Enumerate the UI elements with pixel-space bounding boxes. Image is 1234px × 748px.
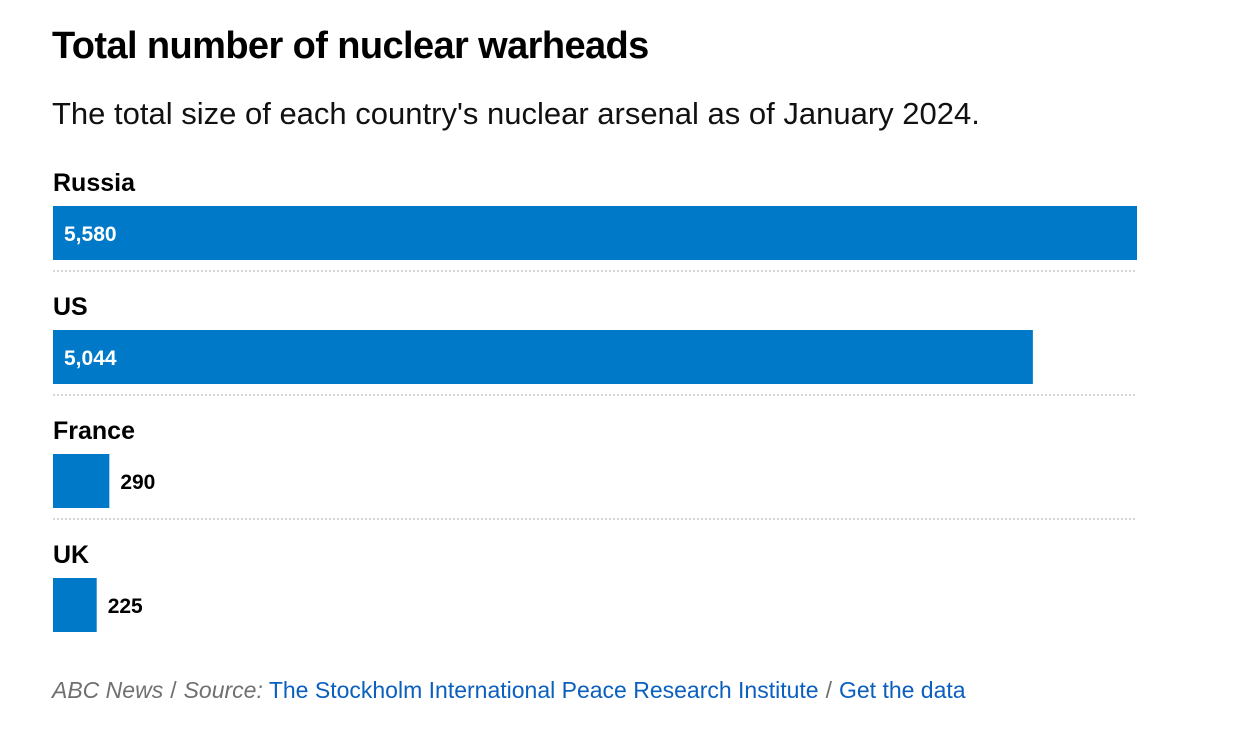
data-label: 5,580 xyxy=(64,223,117,246)
publisher-credit: ABC News xyxy=(52,677,164,703)
footer-separator: / xyxy=(170,677,177,703)
bar xyxy=(53,454,110,508)
bar xyxy=(53,330,1033,384)
chart-footer: ABC News / Source: The Stockholm Internati… xyxy=(52,674,966,706)
chart-subtitle: The total size of each country's nuclear… xyxy=(52,96,980,131)
source-label: Source: xyxy=(183,677,263,703)
data-label: 5,044 xyxy=(64,347,117,370)
bar-row: France 290 xyxy=(53,417,1137,520)
get-the-data-link[interactable]: Get the data xyxy=(838,677,966,703)
category-label: France xyxy=(53,417,135,445)
footer-separator: / xyxy=(825,677,832,703)
chart-title: Total number of nuclear warheads xyxy=(52,25,649,67)
bar-row: US 5,044 xyxy=(53,293,1137,396)
bar-chart: Russia 5,580 US 5,044 France 290 UK 225 xyxy=(53,169,1137,632)
data-label: 225 xyxy=(108,595,143,618)
category-label: UK xyxy=(53,541,89,569)
category-label: Russia xyxy=(53,169,136,197)
data-label: 290 xyxy=(120,471,155,494)
category-label: US xyxy=(53,293,88,321)
bar xyxy=(53,206,1137,260)
bar-row: Russia 5,580 xyxy=(53,169,1137,272)
bar xyxy=(53,578,97,632)
source-link[interactable]: The Stockholm International Peace Resear… xyxy=(268,677,819,703)
bar-row: UK 225 xyxy=(53,541,143,632)
